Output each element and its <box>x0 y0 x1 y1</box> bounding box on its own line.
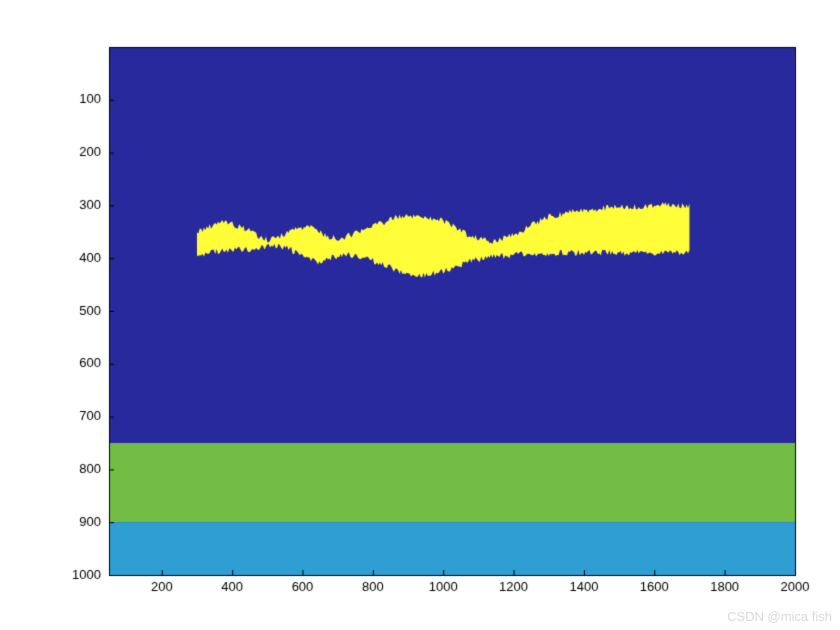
plot-canvas <box>0 0 840 630</box>
watermark-text: CSDN @mica fish <box>727 609 832 624</box>
